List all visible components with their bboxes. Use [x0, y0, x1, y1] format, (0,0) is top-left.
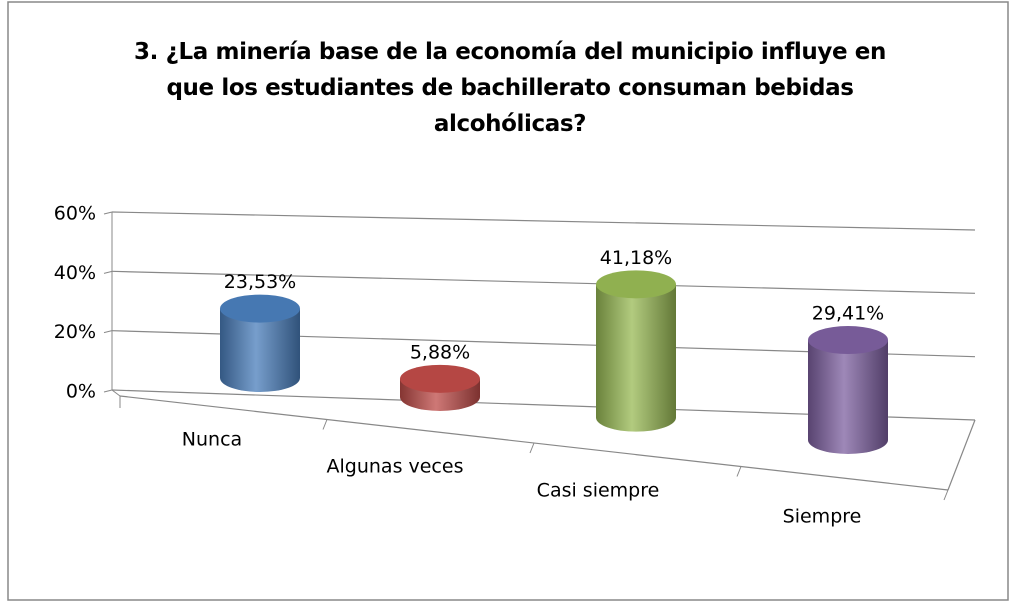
- data-label: 41,18%: [600, 247, 672, 269]
- y-tick: [103, 211, 113, 215]
- y-tick: [103, 389, 113, 393]
- x-tick-label: Casi siempre: [537, 480, 660, 502]
- x-tick: [943, 489, 949, 501]
- bar: [808, 326, 888, 454]
- data-label: 29,41%: [812, 303, 884, 325]
- y-tick-label: 40%: [54, 262, 96, 284]
- bar: [596, 270, 676, 432]
- bar: [220, 294, 300, 392]
- axis-line: [111, 389, 121, 397]
- grid-line: [111, 211, 976, 231]
- data-label: 5,88%: [410, 341, 470, 363]
- chart-border: [7, 1, 1009, 601]
- x-tick-label: Algunas veces: [327, 456, 464, 478]
- grid-line: [111, 270, 976, 294]
- y-tick: [103, 270, 113, 274]
- x-tick: [529, 442, 535, 454]
- bar-top: [400, 364, 480, 393]
- bar-body: [596, 284, 676, 432]
- x-tick: [736, 466, 742, 477]
- x-tick-label: Siempre: [783, 506, 862, 528]
- x-tick-label: Nunca: [182, 429, 242, 451]
- x-tick: [322, 419, 328, 430]
- bar: [400, 364, 480, 411]
- y-tick: [103, 330, 113, 334]
- bar-top: [220, 294, 300, 323]
- bar-body: [220, 308, 300, 392]
- bar-top: [596, 270, 676, 299]
- y-tick-label: 0%: [66, 381, 96, 403]
- bar-body: [808, 340, 888, 454]
- bar-top: [808, 326, 888, 355]
- y-tick-label: 20%: [54, 321, 96, 343]
- chart-title: 3. ¿La minería base de la economía del m…: [134, 39, 886, 137]
- data-label: 23,53%: [224, 271, 296, 293]
- y-tick-label: 60%: [54, 203, 96, 225]
- axis-line: [947, 419, 976, 491]
